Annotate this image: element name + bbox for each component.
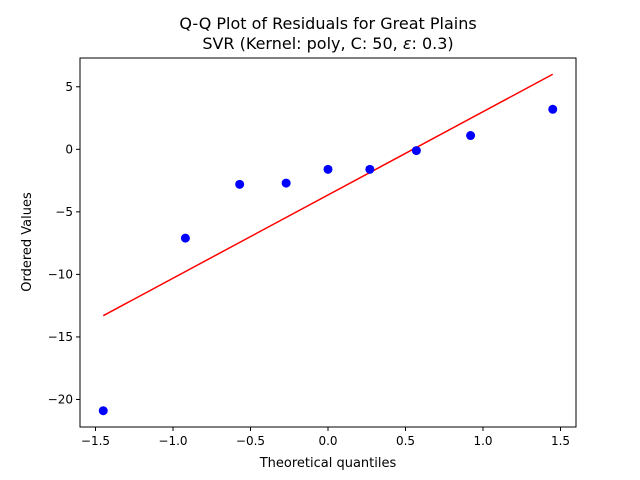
y-tick-label: −5	[55, 205, 73, 219]
y-tick-label: 5	[65, 80, 73, 94]
x-axis-label: Theoretical quantiles	[259, 456, 397, 471]
chart-subtitle: SVR (Kernel: poly, C: 50, ε: 0.3)	[202, 34, 453, 53]
y-tick-label: −20	[48, 392, 73, 406]
data-point	[323, 164, 333, 174]
chart-subtitle-symbol: ε	[403, 34, 412, 53]
data-point	[548, 104, 558, 114]
chart-title: Q-Q Plot of Residuals for Great Plains	[179, 14, 476, 33]
x-tick-label: −1.0	[158, 434, 187, 448]
reference-line	[102, 73, 554, 317]
x-tick-label: 1.5	[551, 434, 570, 448]
y-tick-label: 0	[65, 142, 73, 156]
data-point	[466, 131, 476, 141]
x-tick-label: 0.5	[396, 434, 415, 448]
data-point	[365, 164, 375, 174]
x-tick-label: −1.5	[81, 434, 110, 448]
data-point	[235, 179, 245, 189]
plot-area	[98, 73, 558, 416]
data-point	[411, 146, 421, 156]
y-axis-label: Ordered Values	[20, 192, 35, 292]
chart-subtitle-suffix: : 0.3)	[411, 34, 453, 53]
y-tick-label: −10	[48, 267, 73, 281]
chart-subtitle-prefix: SVR (Kernel: poly, C: 50,	[202, 34, 403, 53]
x-axis-ticks: −1.5 −1.0 −0.5 0.0 0.5 1.0 1.5	[81, 427, 570, 448]
y-tick-label: −15	[48, 330, 73, 344]
axes-frame	[79, 57, 577, 428]
x-tick-label: 1.0	[473, 434, 492, 448]
data-point	[98, 406, 108, 416]
x-tick-label: 0.0	[318, 434, 337, 448]
data-point	[281, 178, 291, 188]
y-axis-ticks: 5 0 −5 −10 −15 −20	[48, 80, 80, 406]
data-point	[180, 233, 190, 243]
x-tick-label: −0.5	[236, 434, 265, 448]
